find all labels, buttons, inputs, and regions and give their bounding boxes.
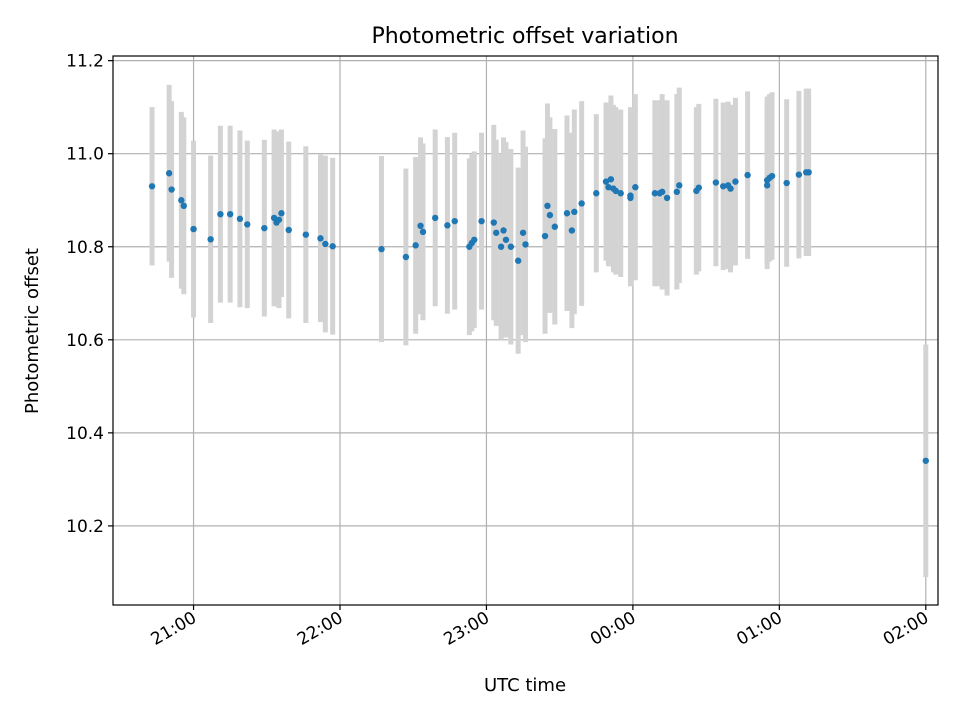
data-point — [676, 182, 683, 189]
data-point — [563, 210, 571, 217]
data-point — [663, 194, 671, 202]
data-point — [168, 186, 175, 193]
data-point — [431, 214, 439, 222]
data-point — [148, 183, 156, 190]
data-point — [551, 223, 558, 230]
data-point — [417, 222, 424, 230]
data-point — [805, 169, 812, 176]
y-tick-label: 10.8 — [66, 238, 104, 258]
data-point — [607, 176, 615, 183]
y-axis-label: Photometric offset — [22, 248, 43, 414]
data-point — [695, 184, 702, 191]
data-point — [522, 241, 529, 248]
data-point — [578, 200, 585, 207]
data-point — [732, 178, 739, 185]
data-point — [217, 210, 224, 218]
data-point — [500, 227, 507, 234]
plot-frame — [112, 55, 939, 606]
data-point — [180, 202, 187, 210]
data-point — [605, 184, 612, 191]
data-point — [712, 179, 720, 186]
data-point — [275, 216, 283, 223]
data-point — [402, 253, 410, 261]
data-point — [544, 202, 551, 210]
x-axis-label: UTC time — [484, 675, 566, 696]
data-point — [651, 190, 659, 197]
data-point — [571, 208, 578, 216]
data-point — [178, 197, 185, 204]
data-point — [727, 185, 734, 192]
chart-title: Photometric offset variation — [371, 24, 678, 49]
data-point — [593, 190, 600, 197]
data-point — [478, 217, 485, 225]
data-point — [317, 235, 324, 242]
data-point — [236, 215, 244, 223]
data-point — [329, 243, 336, 250]
data-point — [617, 190, 624, 197]
data-point — [922, 457, 929, 464]
data-point — [673, 188, 681, 196]
point-layer — [148, 169, 929, 464]
y-tick-label: 10.4 — [66, 424, 104, 444]
data-point — [541, 232, 549, 240]
data-point — [602, 178, 610, 185]
data-point — [783, 179, 790, 187]
data-point — [658, 188, 666, 196]
data-point — [490, 219, 497, 226]
y-tick-label: 11.0 — [66, 145, 104, 165]
data-point — [514, 257, 522, 264]
data-point — [302, 231, 310, 238]
data-point — [720, 183, 727, 190]
data-point — [763, 182, 771, 189]
data-point — [261, 224, 268, 232]
data-point — [493, 229, 500, 236]
data-point — [190, 225, 197, 233]
data-point — [519, 229, 527, 236]
data-point — [612, 187, 620, 195]
data-point — [768, 172, 776, 180]
y-tick-label: 10.6 — [66, 331, 104, 351]
data-point — [322, 240, 329, 248]
data-point — [378, 245, 385, 253]
data-point — [744, 171, 751, 179]
data-point — [419, 228, 427, 236]
data-point — [471, 236, 478, 243]
data-point — [444, 222, 451, 229]
data-point — [285, 226, 292, 234]
data-point — [795, 171, 803, 178]
data-point — [568, 227, 576, 234]
data-point — [451, 217, 458, 225]
data-point — [244, 221, 251, 228]
data-point — [412, 242, 419, 249]
data-point — [632, 184, 639, 191]
data-point — [497, 243, 505, 250]
data-point — [207, 236, 214, 243]
data-point — [507, 243, 515, 250]
data-point — [226, 210, 234, 218]
data-point — [278, 210, 285, 217]
y-tick-label: 10.2 — [66, 517, 104, 537]
data-point — [165, 170, 173, 177]
y-tick-label: 11.2 — [66, 52, 104, 72]
data-point — [546, 211, 554, 219]
data-point — [502, 236, 510, 243]
data-point — [627, 192, 634, 199]
